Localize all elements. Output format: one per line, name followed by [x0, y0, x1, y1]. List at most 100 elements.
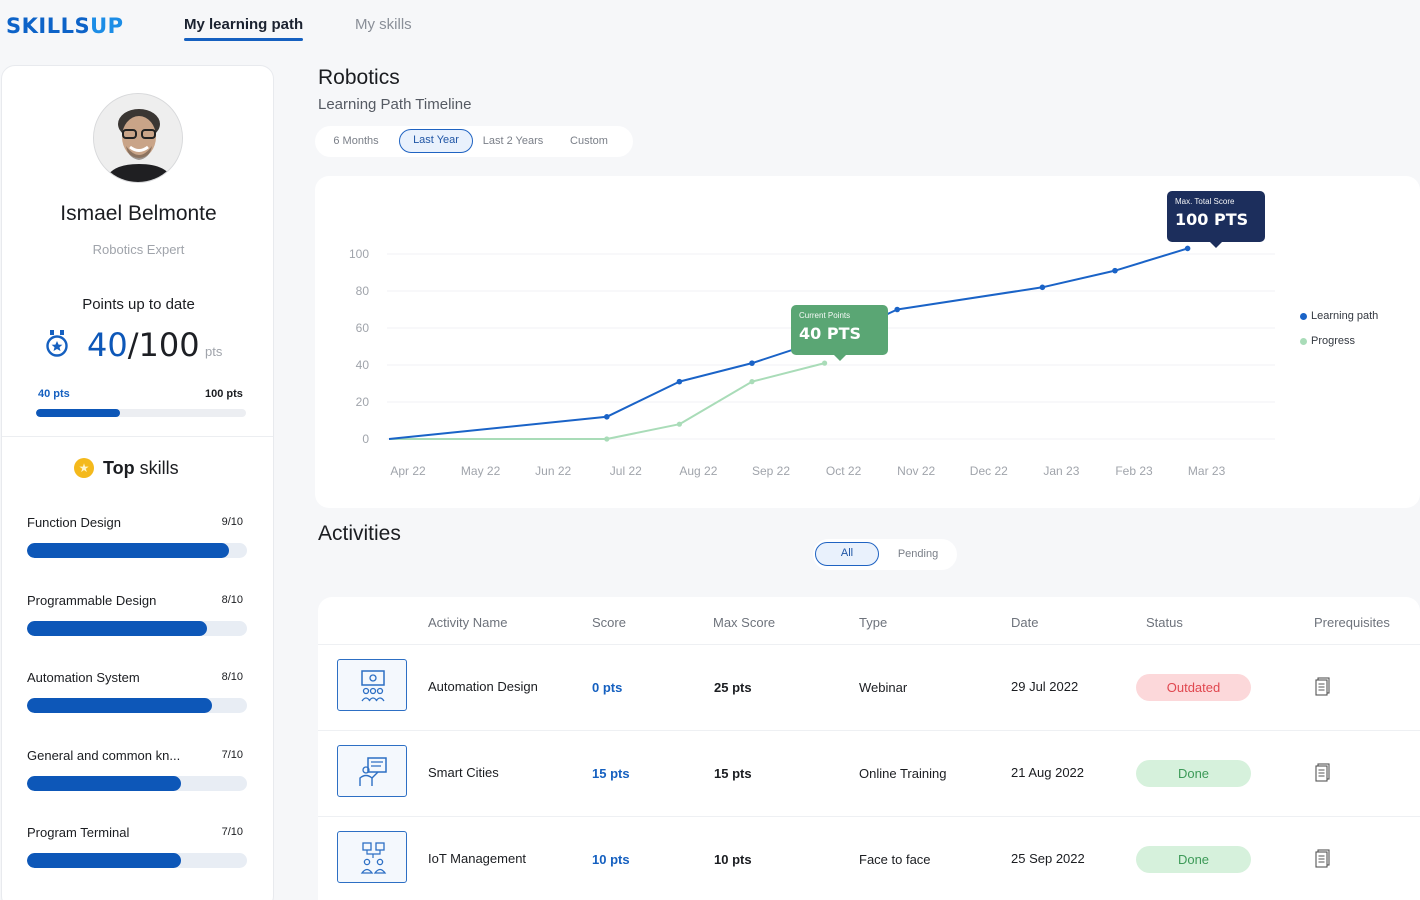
skill-progress-bar [27, 775, 247, 791]
x-tick-label: Sep 22 [752, 464, 790, 478]
range-last-2-years-button[interactable]: Last 2 Years [482, 135, 544, 147]
col-activity-name[interactable]: Activity Name [428, 615, 508, 630]
x-tick-label: Jul 22 [610, 464, 642, 478]
x-tick-label: Dec 22 [970, 464, 1008, 478]
skill-name: Automation System [27, 670, 140, 685]
col-date[interactable]: Date [1011, 615, 1039, 630]
activity-score: 0 pts [592, 680, 623, 695]
activities-title: Activities [318, 522, 401, 545]
col-status[interactable]: Status [1146, 615, 1183, 630]
table-row[interactable]: IoT Management 10 pts 10 pts Face to face 25… [318, 817, 1420, 900]
skill-progress-fill [27, 775, 181, 791]
skill-score: 8/10 [221, 671, 243, 683]
col-prerequisites[interactable]: Prerequisites [1314, 615, 1390, 630]
range-last-year-button[interactable]: Last Year [399, 129, 473, 153]
skillsup-logo[interactable]: SKILLSUP [6, 14, 124, 38]
data-point [749, 360, 755, 366]
skill-progress-fill [27, 620, 208, 636]
skill-progress-bar [27, 543, 247, 558]
prerequisites-doc-icon[interactable] [1314, 849, 1332, 874]
x-tick-label: Nov 22 [897, 464, 935, 478]
y-tick-label: 40 [356, 358, 370, 372]
points-progress-bar [36, 409, 246, 417]
activity-score: 10 pts [592, 852, 630, 867]
avatar[interactable] [93, 93, 183, 183]
top-skills-title: Top skills [103, 458, 179, 478]
skill-progress-bar [27, 698, 247, 713]
data-point [1112, 267, 1118, 274]
data-point [1184, 245, 1191, 252]
training-icon[interactable] [337, 745, 407, 797]
points-value: 40/100 [87, 326, 200, 364]
status-badge: Done [1136, 760, 1251, 787]
skill-name: Program Terminal [27, 825, 130, 840]
time-range-selector: 6 Months Last Year Last 2 Years Custom [315, 126, 633, 157]
medal-icon [44, 330, 70, 363]
x-tick-label: Jan 23 [1043, 464, 1079, 478]
points-progress-current-label: 40 pts [38, 388, 70, 400]
skill-progress-fill [27, 853, 181, 868]
series-line-learning-path [388, 247, 1188, 440]
legend-progress[interactable]: Progress [1300, 335, 1378, 360]
activities-filter: All Pending [813, 539, 957, 570]
user-role: Robotics Expert [92, 242, 185, 257]
x-tick-label: Mar 23 [1188, 464, 1226, 478]
activity-max-score: 10 pts [714, 852, 752, 867]
table-row[interactable]: Smart Cities 15 pts 15 pts Online Training 2… [318, 731, 1420, 817]
activity-name[interactable]: Automation Design [428, 679, 538, 694]
y-tick-label: 100 [349, 247, 369, 261]
y-tick-label: 80 [356, 284, 370, 298]
activity-type: Webinar [859, 680, 908, 695]
tab-my-learning-path[interactable]: My learning path [184, 16, 304, 41]
x-tick-label: Apr 22 [390, 464, 426, 478]
activity-score: 15 pts [592, 766, 630, 781]
status-badge: Done [1136, 846, 1251, 873]
filter-pending-button[interactable]: Pending [897, 548, 939, 560]
activity-name[interactable]: Smart Cities [428, 765, 499, 780]
x-tick-label: May 22 [461, 464, 501, 478]
chart-legend: Learning path Progress [1300, 310, 1378, 360]
range-6-months-button[interactable]: 6 Months [333, 135, 379, 147]
activity-date: 25 Sep 2022 [1011, 851, 1085, 866]
data-point [749, 379, 755, 385]
data-point [676, 378, 683, 385]
data-point [894, 306, 900, 313]
range-custom-button[interactable]: Custom [570, 135, 608, 147]
tab-my-skills[interactable]: My skills [355, 16, 412, 33]
skill-progress-bar [27, 620, 247, 636]
x-tick-label: Feb 23 [1115, 464, 1153, 478]
team-icon[interactable] [337, 831, 407, 883]
series-line-progress [389, 362, 825, 440]
points-title: Points up to date [82, 296, 195, 313]
activity-name[interactable]: IoT Management [428, 851, 527, 866]
col-max-score[interactable]: Max Score [713, 615, 776, 630]
learning-path-chart-card: 0 20 40 60 80 100 Apr 22 May 22 Jun 22 Jul 22 Aug … [315, 176, 1420, 508]
user-name: Ismael Belmonte [60, 202, 217, 225]
col-score[interactable]: Score [592, 615, 626, 630]
activity-max-score: 15 pts [714, 766, 752, 781]
webinar-icon[interactable] [337, 659, 407, 711]
prerequisites-doc-icon[interactable] [1314, 763, 1332, 788]
skill-score: 9/10 [221, 516, 243, 528]
data-point [604, 414, 610, 420]
col-type[interactable]: Type [859, 615, 888, 630]
skill-progress-fill [27, 698, 212, 713]
activity-date: 21 Aug 2022 [1011, 765, 1085, 780]
skill-score: 7/10 [221, 826, 243, 838]
table-row[interactable]: Automation Design 0 pts 25 pts Webinar 29 Ju… [318, 645, 1420, 731]
profile-sidebar: Ismael Belmonte Robotics Expert Points u… [1, 65, 274, 900]
prerequisites-doc-icon[interactable] [1314, 677, 1332, 702]
max-score-tooltip: Max. Total Score 100 PTS [1167, 191, 1265, 248]
skill-progress-bar [27, 853, 247, 868]
y-tick-label: 0 [362, 432, 369, 446]
skill-progress-fill [27, 543, 230, 558]
x-tick-label: Oct 22 [826, 464, 862, 478]
activity-type: Face to face [859, 852, 931, 867]
filter-all-button[interactable]: All [815, 542, 879, 566]
skill-score: 8/10 [221, 593, 243, 606]
data-point [822, 360, 828, 366]
legend-learning-path[interactable]: Learning path [1300, 310, 1378, 335]
x-tick-label: Aug 22 [679, 464, 717, 478]
points-progress-max-label: 100 pts [205, 388, 243, 400]
activity-date: 29 Jul 2022 [1011, 679, 1079, 694]
